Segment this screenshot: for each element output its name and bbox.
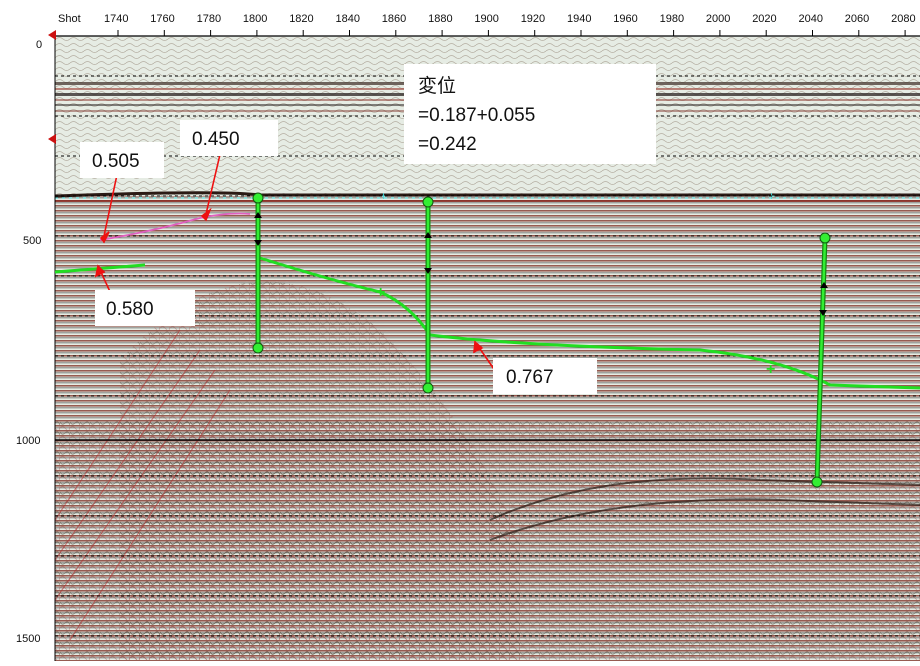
shot-tick-label: 2060 (845, 13, 869, 25)
horizon-pick-marker: + (376, 284, 385, 301)
time-tick-1500: 1500 (16, 633, 40, 645)
shot-tick-label: 2040 (799, 13, 823, 25)
displacement-title: 変位 (418, 75, 456, 97)
time-tick-0: 0 (36, 39, 42, 51)
shot-tick-label: 1740 (104, 13, 128, 25)
time-tick-1000: 1000 (16, 435, 40, 447)
shot-tick-label: 2080 (891, 13, 915, 25)
label-0580: 0.580 (106, 299, 154, 320)
shot-tick-label: 1820 (289, 13, 313, 25)
horizon-pick-marker: + (766, 361, 775, 378)
time-tick-500: 500 (23, 235, 41, 247)
shot-tick-label: 1900 (474, 13, 498, 25)
shot-tick-label: 1960 (613, 13, 637, 25)
time-gridlines (55, 75, 920, 637)
horizon-pink (99, 212, 251, 241)
label-0505: 0.505 (92, 151, 140, 172)
measure-bar-2 (422, 196, 434, 394)
left-marker-icon (48, 134, 56, 144)
shot-tick-label: 1800 (243, 13, 267, 25)
shot-tick-label: 1920 (521, 13, 545, 25)
shot-axis-label: Shot (58, 13, 81, 25)
measure-bar-3 (811, 232, 831, 488)
displacement-box (404, 64, 656, 164)
label-0767: 0.767 (506, 367, 554, 388)
measure-bar-1 (252, 192, 264, 354)
label-box-0767 (493, 358, 597, 394)
shot-tick-label: 2020 (752, 13, 776, 25)
label-box-0450 (180, 120, 278, 156)
seafloor-pick-marker: + (380, 189, 387, 203)
shot-tick-label: 1940 (567, 13, 591, 25)
shot-tick-label: 1980 (660, 13, 684, 25)
shot-tick-label: 1880 (428, 13, 452, 25)
shot-tick-label: 1760 (150, 13, 174, 25)
shot-tick-label: 2000 (706, 13, 730, 25)
displacement-formula: =0.187+0.055 (418, 105, 535, 126)
left-marker-icon (48, 30, 56, 40)
shot-tick-label: 1840 (336, 13, 360, 25)
label-box-0580 (95, 290, 195, 326)
label-0450: 0.450 (192, 129, 240, 150)
label-box-0505 (80, 142, 164, 178)
shot-tick-label: 1860 (382, 13, 406, 25)
shot-axis: 1740 1760 1780 1800 1820 1840 1860 1880 1900 1920… (104, 13, 916, 36)
shot-tick-label: 1780 (197, 13, 221, 25)
displacement-result: =0.242 (418, 134, 477, 155)
annotation-arrows (94, 145, 497, 373)
